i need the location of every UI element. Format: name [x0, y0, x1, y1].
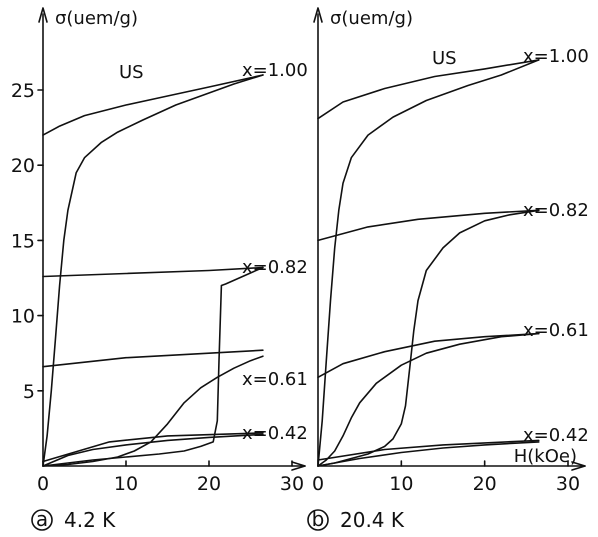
- series-return-curve: [317, 209, 540, 242]
- x-tick-label: 0: [312, 473, 324, 495]
- y-axis-label: σ(uem/g): [330, 8, 413, 29]
- x-tick-label: 10: [114, 473, 138, 495]
- series-return-curve: [42, 266, 264, 278]
- panel-a: σ(uem/g) 0 10 20 30 5 10 15 20 25 US x=1.00 x=0.82 x=…: [11, 7, 308, 532]
- series-return-curve: [317, 332, 540, 379]
- x-axis-arrowhead: [571, 461, 586, 471]
- x-tick-label: 20: [473, 473, 497, 495]
- y-axis-label: σ(uem/g): [55, 8, 138, 29]
- panel-caption: 20.4 K: [340, 508, 405, 532]
- series-return-curve: [42, 349, 264, 368]
- series-label: x=1.00: [242, 60, 308, 81]
- series-return-curve: [42, 74, 264, 136]
- series-initial-curve: [317, 332, 540, 467]
- x-tick-label: 30: [556, 473, 580, 495]
- series-return-curve: [42, 432, 264, 463]
- series-initial-curve: [42, 74, 264, 467]
- annotation-us: US: [119, 62, 144, 83]
- x-axis-arrowhead: [291, 461, 306, 471]
- series-return-curve: [317, 59, 540, 120]
- panel-b: σ(uem/g) 0 10 20 30 H(kOe) US x=1.00 x=0.82 x=0.6…: [307, 7, 589, 532]
- series-label: x=0.42: [242, 423, 308, 444]
- y-tick-label: 5: [23, 381, 35, 403]
- panel-marker-circle: [307, 509, 329, 531]
- series-label: x=0.61: [242, 369, 308, 390]
- series-label: x=0.61: [523, 320, 589, 341]
- series-label: x=0.42: [523, 425, 589, 446]
- y-axis-arrowhead: [38, 7, 48, 23]
- series-initial-curve: [42, 266, 264, 467]
- x-tick-label: 0: [37, 473, 49, 495]
- x-axis-label: H(kOe): [514, 446, 577, 467]
- y-tick-label: 20: [11, 155, 35, 177]
- x-tick-label: 20: [197, 473, 221, 495]
- series-initial-curve: [317, 209, 540, 467]
- series-initial-curve: [42, 433, 264, 467]
- x-tick-label: 10: [389, 473, 413, 495]
- y-tick-label: 25: [11, 80, 35, 102]
- series-label: x=0.82: [523, 200, 589, 221]
- series-return-curve: [317, 439, 540, 461]
- series-initial-curve: [42, 355, 264, 467]
- x-tick-label: 30: [280, 473, 304, 495]
- panel-marker: a: [36, 507, 48, 531]
- series-label: x=1.00: [523, 46, 589, 67]
- panel-caption: 4.2 K: [64, 508, 116, 532]
- series-initial-curve: [317, 59, 540, 467]
- y-tick-label: 15: [11, 230, 35, 252]
- y-axis-arrowhead: [313, 7, 323, 23]
- series-initial-curve: [317, 441, 540, 467]
- series-label: x=0.82: [242, 257, 308, 278]
- panel-marker-circle: [31, 509, 53, 531]
- panel-marker: b: [312, 507, 325, 531]
- y-tick-label: 10: [11, 306, 35, 328]
- annotation-us: US: [432, 48, 457, 69]
